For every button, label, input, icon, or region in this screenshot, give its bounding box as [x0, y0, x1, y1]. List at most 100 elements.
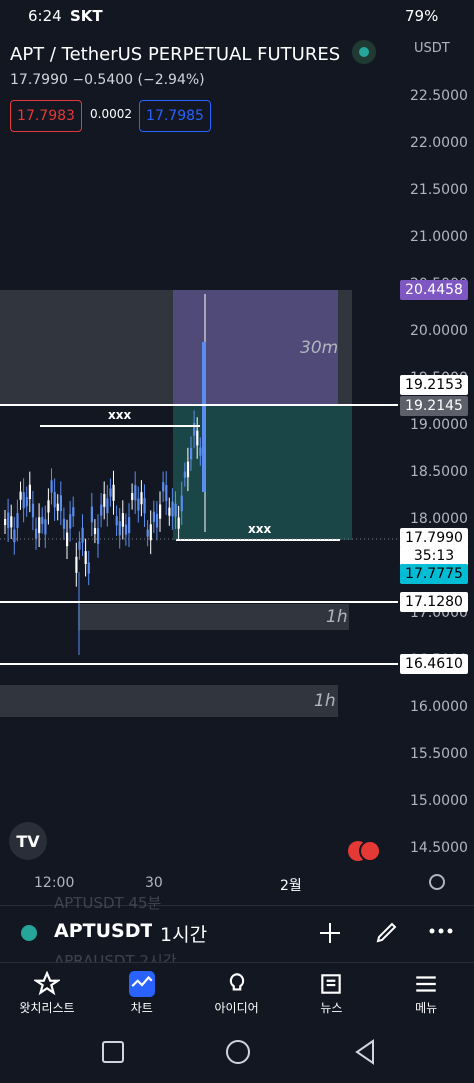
annotation: xxx [248, 522, 272, 536]
candle [87, 562, 90, 574]
price-tag: 17.7990 [400, 528, 468, 548]
quote: 17.7990 −0.5400 (−2.94%) [10, 72, 205, 88]
zone-label: 1h [326, 607, 348, 627]
time-label: 12:00 [34, 875, 75, 891]
bid-button[interactable]: 17.7983 [10, 100, 82, 132]
nav-icon-shape [416, 976, 436, 992]
candle [190, 448, 193, 460]
price-tag: 19.2153 [400, 375, 468, 395]
candle [56, 503, 59, 511]
system-buttons [102, 1039, 374, 1065]
price-tick: 21.0000 [410, 229, 468, 245]
candle [199, 447, 202, 456]
price-tick: 18.5000 [410, 464, 468, 480]
price-tick: 21.5000 [410, 182, 468, 198]
candle [165, 485, 168, 502]
candle [168, 507, 171, 516]
zone-label: 30m [300, 338, 339, 358]
nav-label: 뉴스 [320, 1001, 343, 1015]
candle [146, 529, 149, 537]
candle [106, 498, 109, 514]
candle [44, 519, 47, 535]
candle [38, 517, 41, 534]
interval[interactable]: 1시간 [160, 924, 208, 946]
nav-icon-shape [229, 973, 244, 991]
price-tag: 17.1280 [400, 592, 468, 612]
price-tick: 15.5000 [410, 746, 468, 762]
candle [93, 528, 97, 535]
ghost-text: APTUSDT 45분 [54, 894, 162, 912]
nav-item[interactable]: 아이디어 [190, 963, 284, 1016]
candle [59, 495, 62, 512]
time-label: 2월 [280, 878, 302, 894]
candle [115, 516, 118, 526]
recents[interactable] [102, 1041, 124, 1063]
symbol[interactable]: APTUSDTP [54, 920, 152, 942]
nav-icon [321, 974, 342, 994]
price-tag: 17.7775 [400, 564, 468, 584]
nav-icon [128, 971, 155, 997]
price-tick: 19.0000 [410, 417, 468, 433]
candle [152, 511, 155, 522]
price-tick: 18.0000 [410, 511, 468, 527]
draw-button[interactable] [374, 919, 400, 945]
back[interactable] [355, 1039, 374, 1065]
candle [22, 492, 25, 509]
price-tick: 22.5000 [410, 88, 468, 104]
home[interactable] [226, 1040, 250, 1064]
nav-item[interactable]: 왓치리스트 [0, 963, 94, 1016]
candle [149, 524, 152, 541]
more-button[interactable] [428, 926, 454, 936]
candle [174, 503, 177, 517]
nav-item[interactable]: 메뉴 [379, 963, 473, 1016]
nav-icon [34, 971, 60, 996]
zone-label: 1h [314, 691, 336, 711]
candle [75, 556, 78, 573]
nav-item[interactable]: 차트 [95, 963, 189, 1016]
currency[interactable]: USDT [414, 41, 450, 56]
symbol-icon [21, 925, 37, 941]
candle [202, 342, 206, 492]
candle [155, 513, 159, 528]
candle [131, 493, 134, 501]
candle [124, 524, 128, 535]
nav-icon-shape [131, 975, 153, 987]
candle [81, 527, 84, 543]
logo-mark: TV [16, 832, 40, 851]
status-dot [359, 47, 369, 57]
candle [196, 430, 199, 446]
nav-label: 왓치리스트 [19, 1001, 75, 1015]
candle [177, 517, 180, 529]
nav-item[interactable]: 뉴스 [284, 963, 378, 1016]
zone-30m [173, 290, 338, 405]
price-tag: 20.4458 [400, 280, 468, 300]
candle [121, 513, 124, 527]
candle [16, 513, 19, 528]
candle [47, 500, 50, 513]
candle [143, 498, 146, 514]
nav-icon [416, 976, 436, 992]
nav-icon [229, 973, 244, 991]
ask-button[interactable]: 17.7985 [139, 100, 211, 132]
candle [180, 495, 183, 512]
candle [134, 485, 137, 501]
price-tick: 14.5000 [410, 840, 468, 856]
add-button[interactable] [318, 921, 342, 945]
carrier: SKT [70, 7, 103, 25]
candle [109, 488, 112, 497]
candle [171, 501, 174, 517]
logo [9, 822, 47, 860]
candle [50, 480, 53, 493]
candle [112, 484, 115, 501]
annotation: xxx [108, 408, 132, 422]
bottom-nav: 왓치리스트 차트 아이디어 뉴스 메뉴 [0, 962, 474, 1027]
candle [7, 512, 10, 529]
candle [140, 492, 143, 505]
settings-icon[interactable] [429, 874, 445, 890]
plot: TV [0, 40, 445, 890]
candle [128, 517, 131, 534]
candle [159, 504, 162, 519]
event-flag [359, 840, 381, 862]
candle [69, 514, 72, 529]
